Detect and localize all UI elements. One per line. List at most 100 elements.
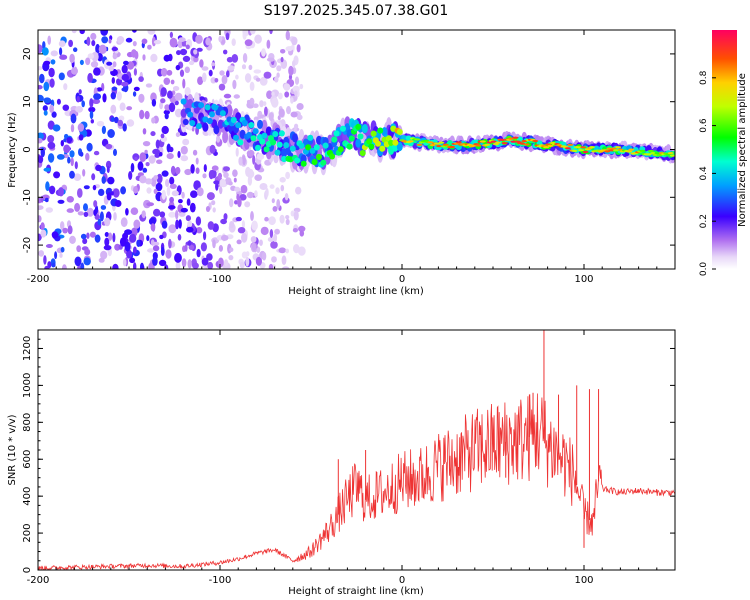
noise-blob: [192, 149, 198, 156]
ridge-cell: [652, 153, 659, 156]
noise-blob: [146, 187, 152, 194]
ridge-cell: [195, 123, 202, 130]
snr-xlabel: Height of straight line (km): [288, 586, 424, 597]
noise-blob: [47, 35, 51, 45]
noise-blob: [282, 266, 290, 269]
figure-title: S197.2025.345.07.38.G01: [264, 3, 449, 19]
noise-blob: [218, 257, 224, 268]
snr-y-tick-label: 400: [22, 487, 33, 506]
noise-blob: [144, 110, 150, 120]
noise-blob: [286, 106, 291, 115]
noise-blob: [252, 103, 259, 108]
noise-blob: [251, 243, 257, 251]
noise-blob: [101, 176, 106, 184]
noise-blob: [152, 257, 158, 266]
noise-blob: [84, 248, 91, 256]
noise-blob: [116, 91, 122, 101]
noise-blob: [296, 44, 301, 53]
spectrogram-y-tick-label: -10: [22, 189, 33, 205]
noise-blob: [208, 69, 213, 77]
noise-blob: [137, 172, 144, 177]
noise-blob: [259, 239, 263, 246]
noise-blob: [285, 46, 293, 52]
noise-blob: [181, 191, 185, 199]
noise-blob: [177, 150, 181, 159]
noise-blob: [184, 66, 190, 74]
noise-blob: [163, 109, 170, 115]
ridge-cell: [222, 130, 229, 144]
noise-blob: [239, 261, 245, 269]
noise-blob: [296, 114, 303, 121]
noise-blob: [45, 181, 50, 192]
noise-blob: [200, 242, 207, 252]
noise-blob: [168, 211, 176, 218]
ridge-cell: [523, 143, 530, 146]
noise-blob: [79, 59, 84, 66]
noise-blob: [175, 132, 180, 138]
noise-blob: [184, 244, 188, 252]
noise-blob: [196, 187, 204, 197]
noise-blob: [96, 120, 105, 127]
noise-blob: [76, 95, 80, 103]
noise-blob: [234, 186, 241, 192]
ridge-cell: [316, 153, 322, 161]
noise-blob: [161, 220, 168, 229]
noise-blob: [41, 47, 49, 56]
noise-blob: [136, 239, 141, 247]
noise-blob: [180, 145, 188, 155]
noise-blob: [83, 203, 88, 212]
noise-blob: [51, 231, 59, 239]
ridge-cell: [361, 124, 368, 134]
noise-blob: [59, 253, 63, 258]
noise-blob: [86, 207, 94, 217]
snr-series-line: [38, 393, 675, 570]
noise-blob: [58, 40, 66, 47]
ridge-cell: [589, 146, 595, 149]
noise-blob: [290, 210, 295, 217]
noise-blob: [38, 132, 44, 140]
noise-blob: [298, 225, 306, 232]
noise-blob: [74, 202, 81, 212]
noise-blob: [153, 175, 159, 180]
noise-blob: [82, 238, 88, 245]
noise-blob: [78, 134, 84, 141]
noise-blob: [70, 124, 75, 133]
noise-blob: [271, 198, 275, 204]
noise-blob: [202, 173, 207, 179]
noise-blob: [108, 232, 113, 241]
noise-blob: [153, 39, 162, 45]
noise-blob: [58, 72, 65, 81]
ridge-cell: [449, 145, 456, 149]
noise-blob: [266, 57, 275, 62]
noise-blob: [171, 190, 179, 197]
noise-blob: [43, 81, 50, 92]
noise-blob: [280, 56, 284, 63]
noise-blob: [160, 133, 165, 139]
ridge-cell: [313, 144, 320, 151]
ridge-cell: [235, 122, 242, 129]
noise-blob: [160, 87, 167, 97]
noise-blob: [216, 135, 221, 143]
ridge-cell: [543, 146, 550, 149]
noise-blob: [40, 229, 47, 238]
noise-blob: [273, 233, 278, 243]
noise-blob: [167, 90, 173, 99]
colorbar-label: Normalized spectral amplitude: [737, 73, 748, 227]
noise-blob: [202, 72, 207, 83]
noise-blob: [104, 237, 110, 247]
noise-blob: [245, 256, 250, 267]
noise-blob: [274, 228, 280, 235]
noise-blob: [80, 233, 87, 240]
noise-blob: [101, 125, 106, 135]
colorbar-tick-label: 0.4: [699, 166, 709, 181]
noise-blob: [106, 192, 112, 201]
ridge-cell: [348, 135, 355, 142]
noise-blob: [150, 131, 156, 137]
ridge-cell: [479, 140, 486, 143]
noise-blob: [69, 170, 75, 179]
noise-blob: [266, 39, 271, 49]
noise-blob: [239, 194, 247, 201]
noise-blob: [66, 196, 75, 203]
